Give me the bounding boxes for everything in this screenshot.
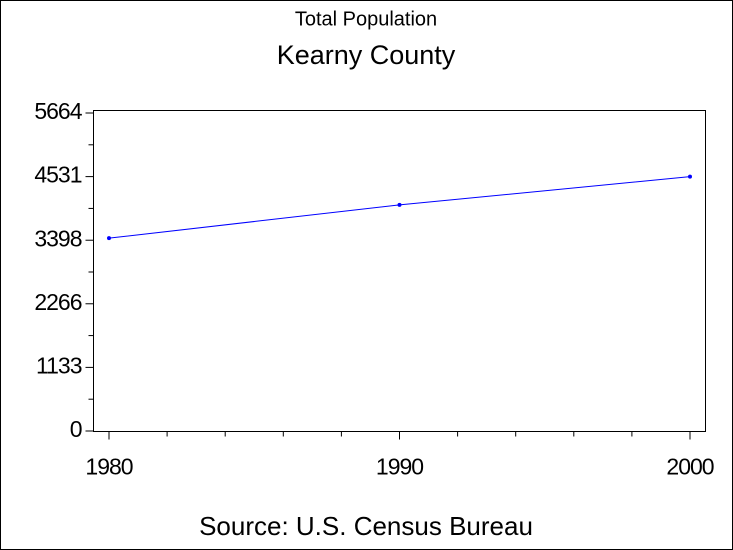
y-tick-label: 2266 <box>34 289 81 315</box>
y-tick-label: 0 <box>70 416 82 442</box>
plot-frame <box>93 110 706 432</box>
data-point <box>107 236 111 241</box>
data-line <box>108 176 691 239</box>
y-tick-label: 1133 <box>36 352 82 378</box>
x-tick-label: 1990 <box>376 454 423 480</box>
footnote: Source: U.S. Census Bureau <box>199 511 533 541</box>
y-tick-label: 5664 <box>34 98 82 124</box>
x-tick-label: 1980 <box>85 454 132 480</box>
data-point <box>688 174 692 179</box>
chart-subtitle: Kearny County <box>277 40 456 70</box>
y-tick-label: 3398 <box>34 225 81 251</box>
chart-title: Total Population <box>295 8 437 30</box>
data-point <box>397 202 402 207</box>
y-tick-label: 4531 <box>34 162 81 188</box>
x-tick-label: 2000 <box>666 454 713 480</box>
